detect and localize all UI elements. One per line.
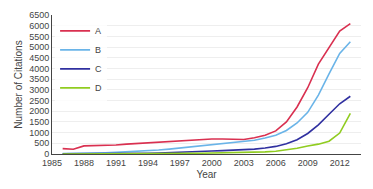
svg-text:C: C bbox=[95, 64, 102, 74]
svg-text:1988: 1988 bbox=[74, 158, 94, 168]
svg-text:B: B bbox=[95, 45, 101, 55]
svg-text:1985: 1985 bbox=[42, 158, 62, 168]
svg-text:D: D bbox=[95, 83, 102, 93]
svg-text:5000: 5000 bbox=[29, 42, 49, 52]
svg-text:1000: 1000 bbox=[29, 128, 49, 138]
svg-text:6000: 6000 bbox=[29, 21, 49, 31]
svg-text:2000: 2000 bbox=[29, 106, 49, 116]
svg-text:5500: 5500 bbox=[29, 32, 49, 42]
svg-text:500: 500 bbox=[34, 138, 49, 148]
svg-text:0: 0 bbox=[44, 149, 49, 159]
svg-text:1500: 1500 bbox=[29, 117, 49, 127]
svg-text:2000: 2000 bbox=[202, 158, 222, 168]
svg-text:4500: 4500 bbox=[29, 53, 49, 63]
svg-text:4000: 4000 bbox=[29, 64, 49, 74]
svg-text:2500: 2500 bbox=[29, 96, 49, 106]
svg-text:2012: 2012 bbox=[330, 158, 350, 168]
svg-text:3500: 3500 bbox=[29, 74, 49, 84]
svg-text:1997: 1997 bbox=[170, 158, 190, 168]
svg-text:Number of Citations: Number of Citations bbox=[13, 40, 24, 128]
svg-text:2009: 2009 bbox=[298, 158, 318, 168]
svg-text:2003: 2003 bbox=[234, 158, 254, 168]
svg-text:A: A bbox=[95, 26, 101, 36]
svg-text:2006: 2006 bbox=[266, 158, 286, 168]
svg-text:1991: 1991 bbox=[106, 158, 126, 168]
svg-text:3000: 3000 bbox=[29, 85, 49, 95]
svg-text:6500: 6500 bbox=[29, 10, 49, 20]
svg-text:1994: 1994 bbox=[138, 158, 158, 168]
svg-text:Year: Year bbox=[196, 169, 217, 180]
